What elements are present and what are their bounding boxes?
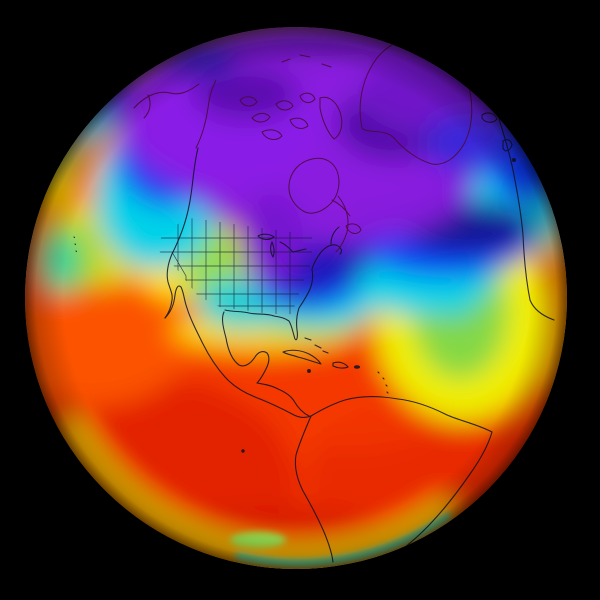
limb-shading <box>25 27 567 569</box>
